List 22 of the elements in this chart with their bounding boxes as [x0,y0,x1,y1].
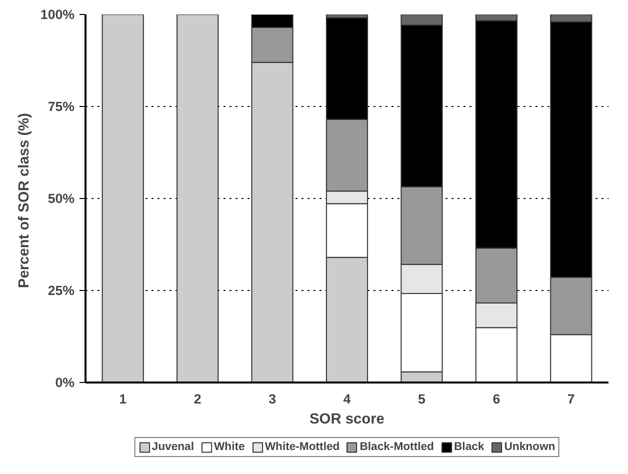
x-tick-label: 5 [418,392,426,406]
y-tick-label: 75% [48,99,75,114]
y-tick-label: 0% [55,375,75,390]
x-tick-label: 3 [268,392,276,406]
legend-label: Unknown [504,441,556,453]
legend-label: White-Mottled [264,441,340,453]
legend-label: Black-Mottled [360,441,434,453]
x-axis-title: SOR score [310,412,384,428]
x-tick-label: 6 [492,392,500,406]
y-axis-title: Percent of SOR class (%) [16,112,32,288]
legend-label: White [214,441,245,453]
bar [176,14,219,382]
bar [102,14,144,382]
y-tick-label: 100% [40,7,75,22]
legend-label: Juvenal [152,441,194,453]
x-tick-label: 1 [119,392,128,406]
legend-label: Black [454,441,484,453]
x-tick-label: 2 [194,392,202,406]
x-tick-label: 7 [567,392,575,406]
x-tick-label: 4 [343,392,352,406]
y-tick-label: 50% [48,191,75,206]
y-tick-label: 25% [48,283,75,298]
